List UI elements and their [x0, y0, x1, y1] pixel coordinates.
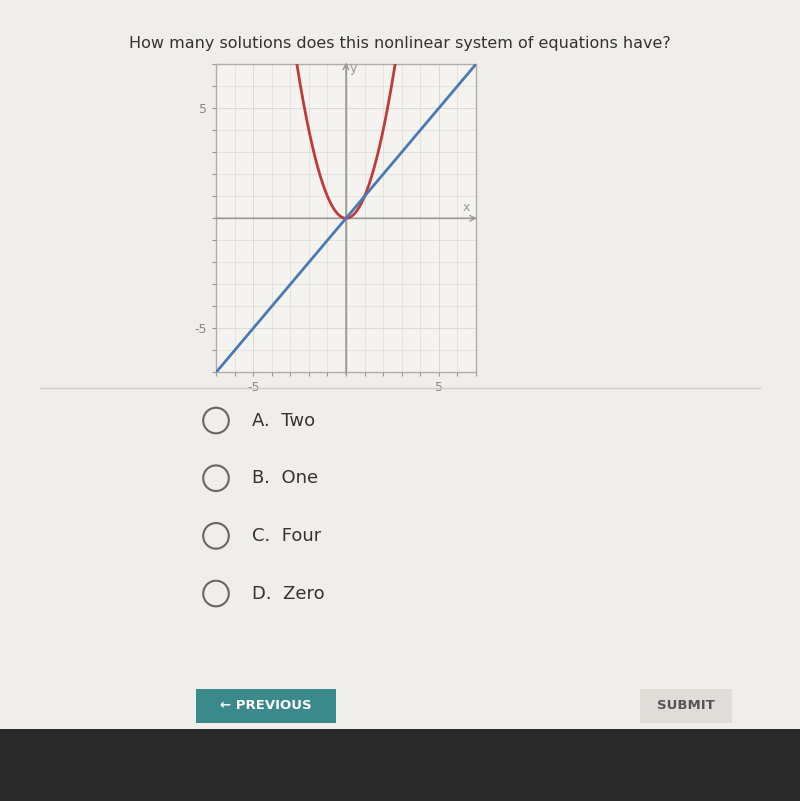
FancyBboxPatch shape — [185, 686, 347, 725]
FancyBboxPatch shape — [633, 686, 739, 725]
Text: How many solutions does this nonlinear system of equations have?: How many solutions does this nonlinear s… — [129, 36, 671, 51]
Text: SUBMIT: SUBMIT — [657, 699, 715, 712]
Text: ← PREVIOUS: ← PREVIOUS — [220, 699, 312, 712]
Text: B.  One: B. One — [252, 469, 318, 487]
Text: A.  Two: A. Two — [252, 412, 315, 429]
Text: D.  Zero: D. Zero — [252, 585, 325, 602]
Text: y: y — [350, 62, 357, 75]
Text: x: x — [463, 201, 470, 214]
Text: C.  Four: C. Four — [252, 527, 322, 545]
